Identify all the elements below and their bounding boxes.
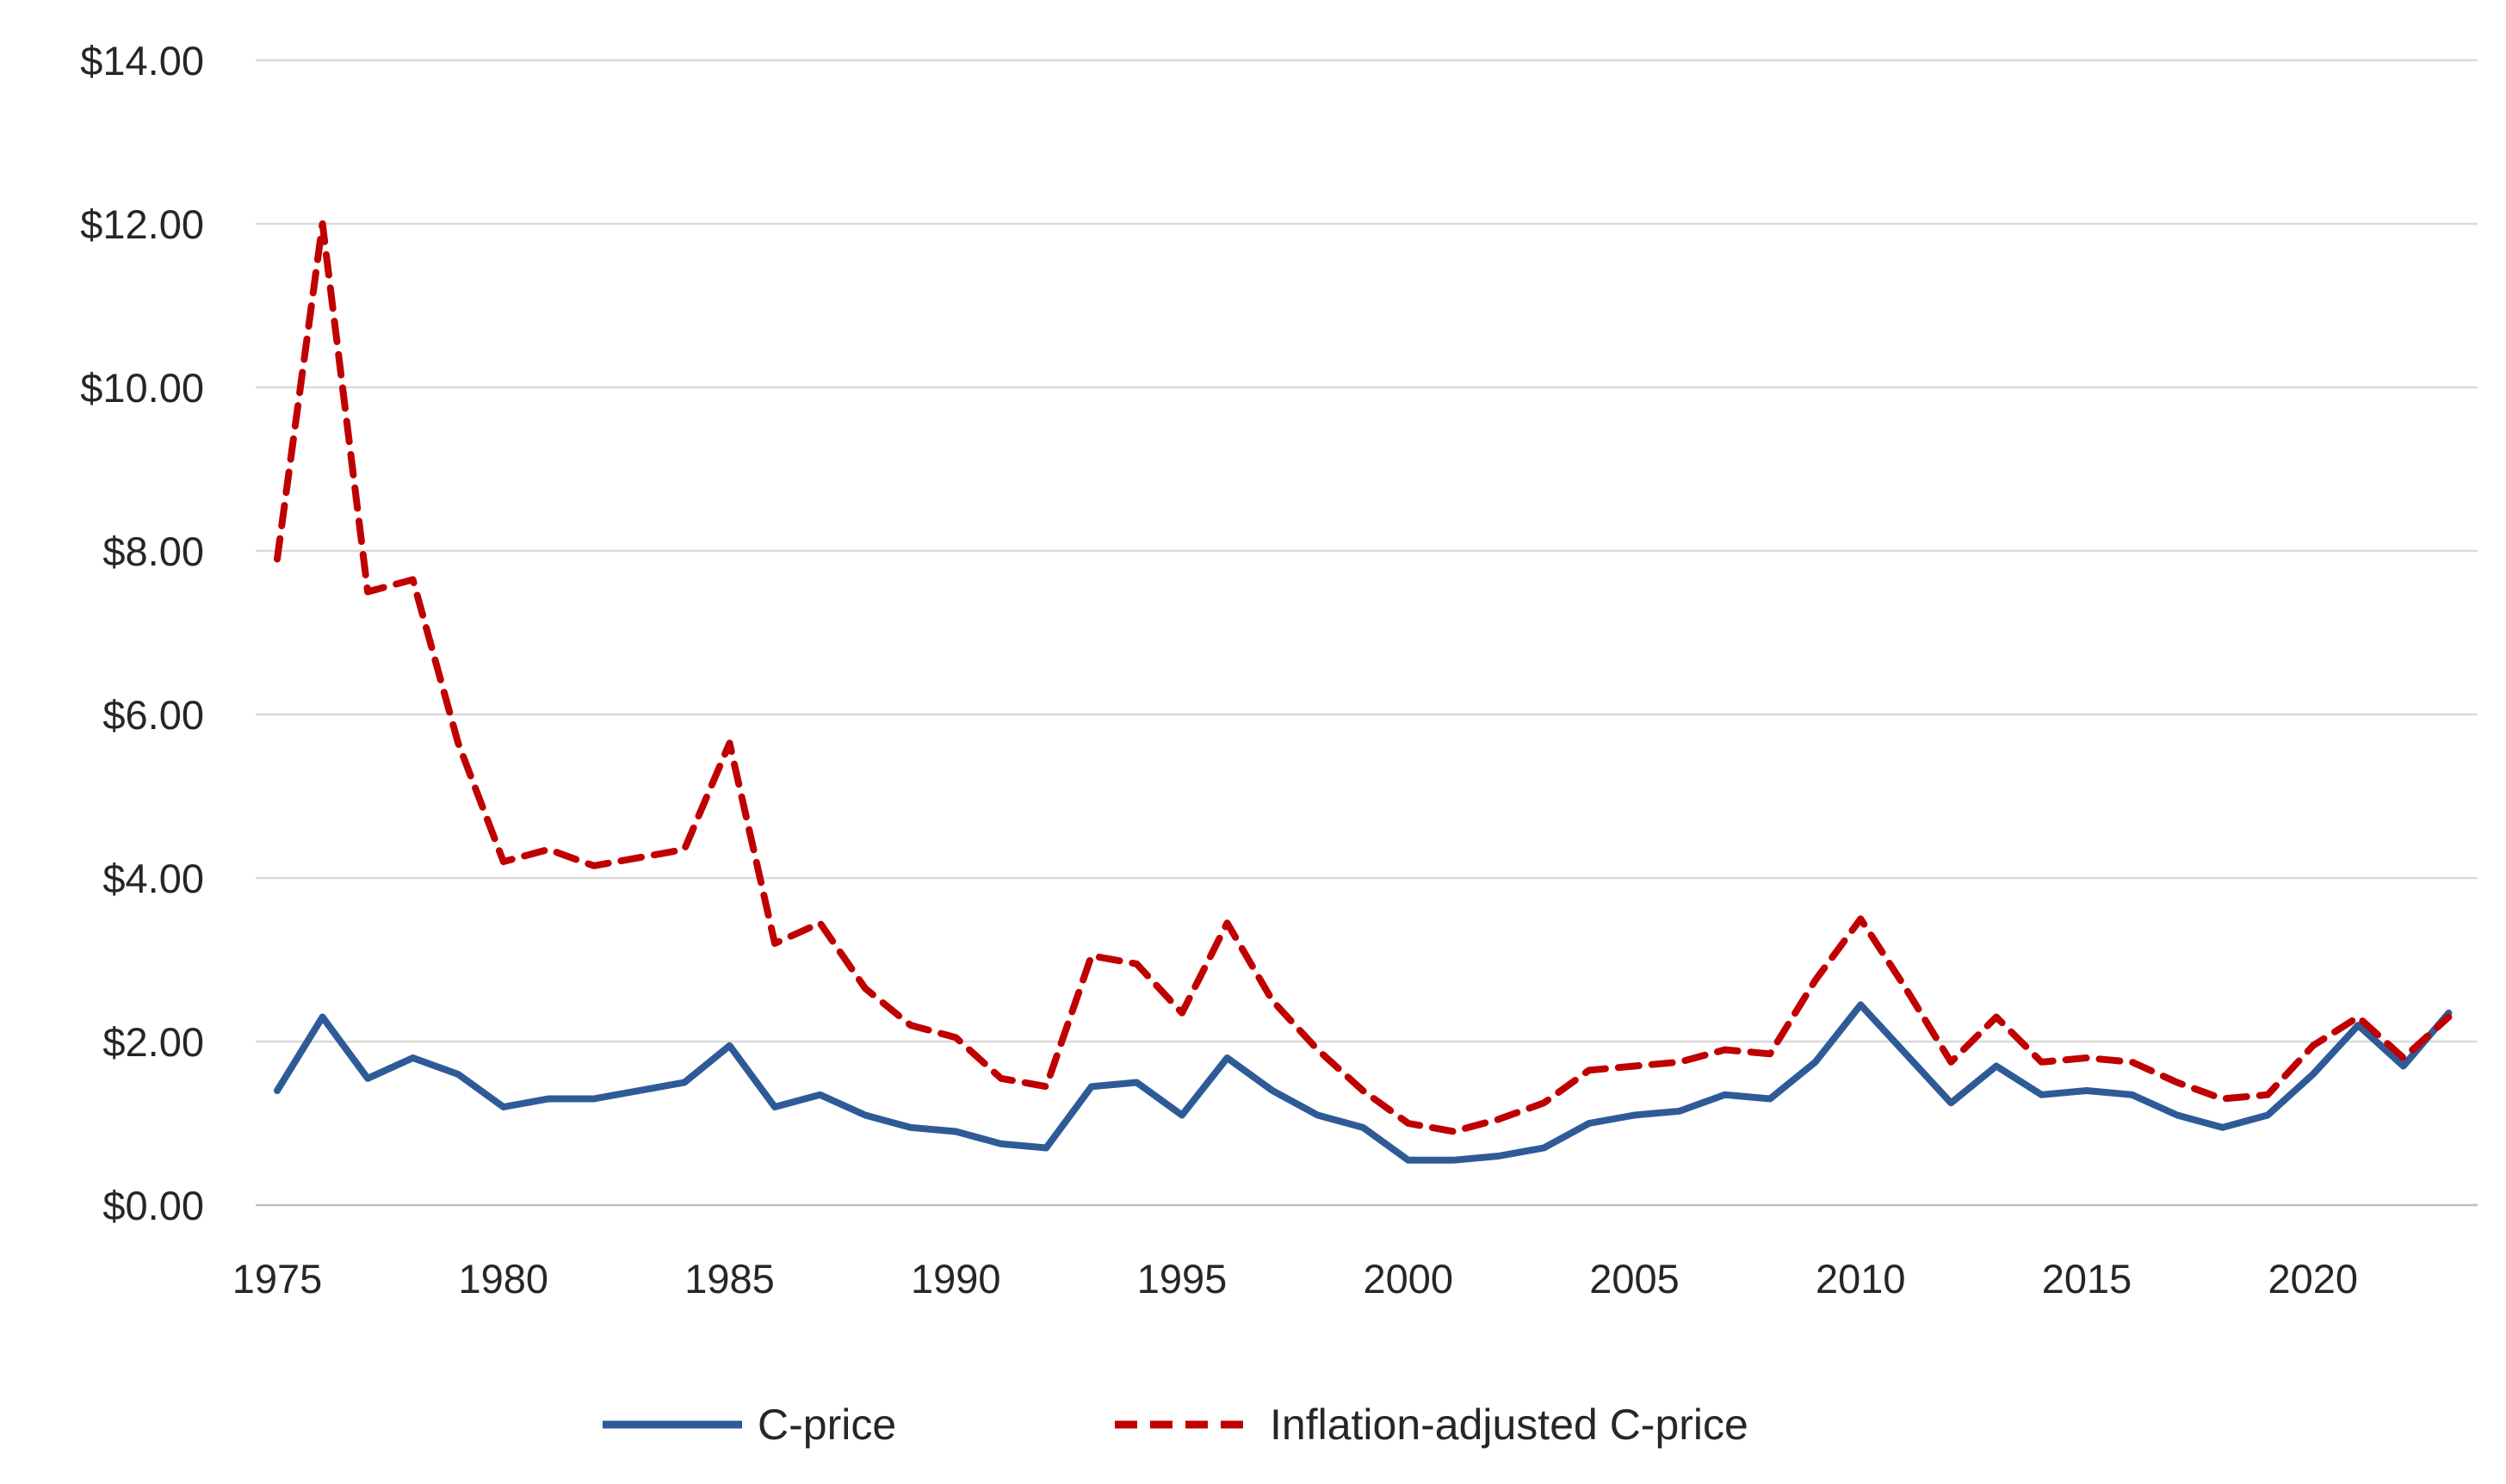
- y-tick-label: $14.00: [80, 38, 204, 83]
- x-tick-label: 2000: [1363, 1256, 1453, 1302]
- y-tick-label: $12.00: [80, 201, 204, 247]
- c-price-line: [274, 1001, 2453, 1164]
- x-tick-label: 1995: [1137, 1256, 1228, 1302]
- legend-label-inflation-adjusted: Inflation-adjusted C-price: [1270, 1401, 1748, 1449]
- gridlines-group: [256, 59, 2478, 1207]
- y-tick-label: $2.00: [102, 1019, 204, 1065]
- x-tick-label: 2020: [2268, 1256, 2358, 1302]
- y-tick-label: $4.00: [102, 856, 204, 901]
- x-tick-label: 1990: [911, 1256, 1001, 1302]
- legend-label-c-price: C-price: [758, 1401, 896, 1449]
- x-tick-label: 2015: [2042, 1256, 2132, 1302]
- y-tick-label: $0.00: [102, 1183, 204, 1228]
- y-tick-label: $8.00: [102, 529, 204, 574]
- x-axis-labels: 1975 1980 1985 1990 1995 2000 2005 2010 2015 2020: [232, 1256, 2358, 1302]
- x-tick-label: 2005: [1589, 1256, 1680, 1302]
- legend: C-price Inflation-adjusted C-price: [603, 1401, 1748, 1449]
- x-tick-label: 1985: [684, 1256, 775, 1302]
- y-tick-label: $6.00: [102, 692, 204, 738]
- y-axis-labels: $0.00 $2.00 $4.00 $6.00 $8.00 $10.00 $12.00 $14…: [80, 38, 204, 1228]
- x-tick-label: 1980: [458, 1256, 548, 1302]
- x-tick-label: 1975: [232, 1256, 323, 1302]
- inflation-adjusted-c-price-line: [274, 220, 2453, 1135]
- y-tick-label: $10.00: [80, 365, 204, 411]
- series-lines: [274, 220, 2453, 1164]
- x-tick-label: 2010: [1816, 1256, 1906, 1302]
